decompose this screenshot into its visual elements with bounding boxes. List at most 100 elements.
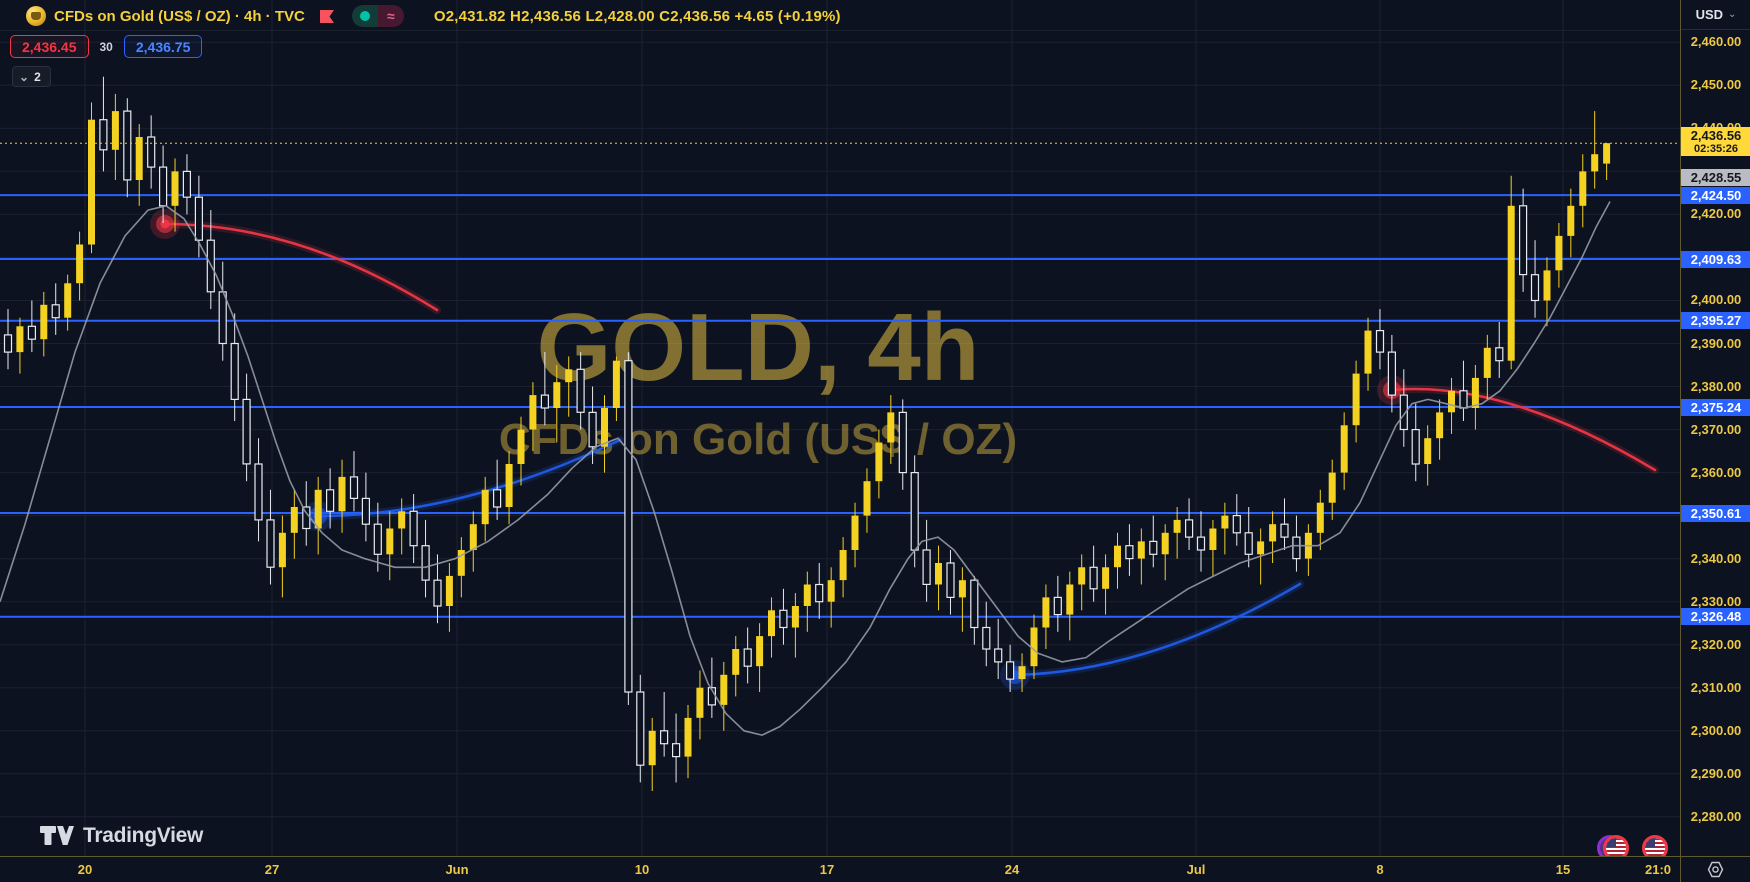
- price-axis[interactable]: USD ⌄ 2,460.002,450.002,440.002,420.002,…: [1680, 0, 1750, 856]
- candle-body: [827, 580, 835, 602]
- candle-body: [40, 304, 48, 340]
- tradingview-logo[interactable]: TradingView: [40, 824, 203, 848]
- approx-icon: ≈: [377, 5, 404, 27]
- price-tick-label: 2,460.00: [1690, 34, 1742, 49]
- candle-body: [529, 395, 537, 430]
- price-tick-label: 2,370.00: [1690, 422, 1742, 437]
- candle-body: [349, 476, 359, 499]
- candle-body: [636, 691, 645, 766]
- candle-body: [3, 334, 13, 353]
- time-axis[interactable]: 20 27 Jun 10 17 24 Jul 8 15 21:0: [0, 856, 1680, 882]
- axis-settings-corner[interactable]: [1680, 856, 1750, 882]
- previous-close-label: 2,428.55: [1681, 169, 1750, 186]
- level-price-label: 2,326.48: [1681, 608, 1750, 625]
- tradingview-logo-icon: [40, 826, 74, 845]
- candle-body: [1232, 514, 1241, 534]
- candle-body: [624, 360, 633, 693]
- level-price-label: 2,375.24: [1681, 399, 1750, 416]
- event-us-flag-icon[interactable]: [1642, 835, 1668, 856]
- candle-body: [1209, 528, 1217, 550]
- price-tick-label: 2,400.00: [1690, 292, 1742, 307]
- candle-body: [1364, 330, 1372, 374]
- chevron-down-icon: ⌄: [1728, 9, 1737, 20]
- candle-body: [1280, 523, 1289, 538]
- candle-body: [982, 626, 991, 650]
- price-tick-label: 2,380.00: [1690, 379, 1742, 394]
- candle-body: [1543, 270, 1551, 301]
- candle-body: [51, 304, 60, 319]
- candle-body: [1411, 429, 1420, 465]
- price-tick-label: 2,320.00: [1690, 637, 1742, 652]
- time-tick-label: Jul: [1186, 862, 1206, 877]
- time-tick-label: 10: [634, 862, 650, 877]
- candle-body: [1161, 532, 1169, 555]
- bullish-arc-1[interactable]: [316, 438, 622, 518]
- candle-body: [481, 489, 489, 525]
- candle-body: [732, 649, 740, 675]
- candle-body: [278, 532, 286, 568]
- price-tick-label: 2,390.00: [1690, 336, 1742, 351]
- candle-body: [1316, 502, 1324, 533]
- market-status-toggle[interactable]: ≈: [351, 5, 404, 27]
- flag-canton: [1606, 838, 1616, 847]
- price-tick-label: 2,310.00: [1690, 680, 1742, 695]
- level-price-label: 2,350.61: [1681, 505, 1750, 522]
- candle-body: [565, 369, 573, 383]
- candle-body: [1005, 661, 1015, 680]
- bearish-arc-2[interactable]: [1390, 387, 1657, 472]
- candle-body: [1459, 390, 1468, 409]
- sell-price-button[interactable]: 2,436.45: [10, 35, 89, 58]
- price-tick-label: 2,330.00: [1690, 594, 1742, 609]
- candle-body: [361, 497, 370, 525]
- bar-countdown: 02:35:26: [1693, 143, 1739, 155]
- symbol-title[interactable]: CFDs on Gold (US$ / OZ) · 4h · TVC: [54, 7, 305, 25]
- header-divider: [0, 30, 1680, 31]
- candle-body: [254, 463, 263, 521]
- indicators-collapse-button[interactable]: ⌄ 2: [12, 66, 51, 87]
- price-tick-label: 2,300.00: [1690, 723, 1742, 738]
- candle-body: [851, 515, 859, 550]
- candle-body: [1244, 532, 1253, 555]
- buy-price-button[interactable]: 2,436.75: [123, 35, 203, 58]
- moving-average-line: [0, 201, 1611, 736]
- event-us-flag-icon[interactable]: [1603, 835, 1629, 856]
- candle-body: [445, 575, 453, 606]
- candle-body: [1387, 351, 1397, 396]
- candle-body: [1375, 330, 1385, 353]
- candle-body: [242, 398, 251, 465]
- candle-body: [671, 743, 681, 758]
- candle-body: [1448, 390, 1455, 413]
- candle-body: [863, 481, 871, 516]
- flag-icon[interactable]: [319, 9, 336, 24]
- price-tick-label: 2,420.00: [1690, 206, 1742, 221]
- candle-body: [1125, 545, 1134, 560]
- tradingview-logo-text: TradingView: [83, 824, 204, 847]
- bullish-arc-2[interactable]: [1013, 582, 1302, 677]
- time-tick-label: 24: [1004, 862, 1020, 877]
- candle-body: [815, 583, 824, 603]
- candle-body: [266, 519, 275, 568]
- candle-body: [99, 119, 108, 151]
- candle-body: [1102, 567, 1110, 589]
- bearish-arc-1[interactable]: [163, 222, 439, 312]
- candle-body: [648, 730, 656, 766]
- candle-body: [720, 674, 728, 705]
- candle-body: [875, 442, 883, 482]
- indicators-count: 2: [34, 69, 41, 84]
- chart-pane[interactable]: GOLD, 4h CFDs on Gold (US$ / OZ) CFDs on …: [0, 0, 1680, 856]
- candle-body: [159, 166, 168, 207]
- candle-body: [469, 524, 477, 550]
- candle-body: [1149, 540, 1158, 555]
- candle-body: [457, 550, 465, 576]
- candle-body: [803, 584, 811, 606]
- candles: [3, 76, 1611, 791]
- candle-body: [946, 562, 955, 599]
- candle-body: [1328, 472, 1336, 503]
- candle-body: [386, 528, 394, 555]
- candle-body: [1340, 425, 1348, 473]
- currency-dropdown[interactable]: USD ⌄: [1681, 0, 1750, 30]
- candle-body: [1471, 377, 1479, 408]
- price-tick-label: 2,450.00: [1690, 77, 1742, 92]
